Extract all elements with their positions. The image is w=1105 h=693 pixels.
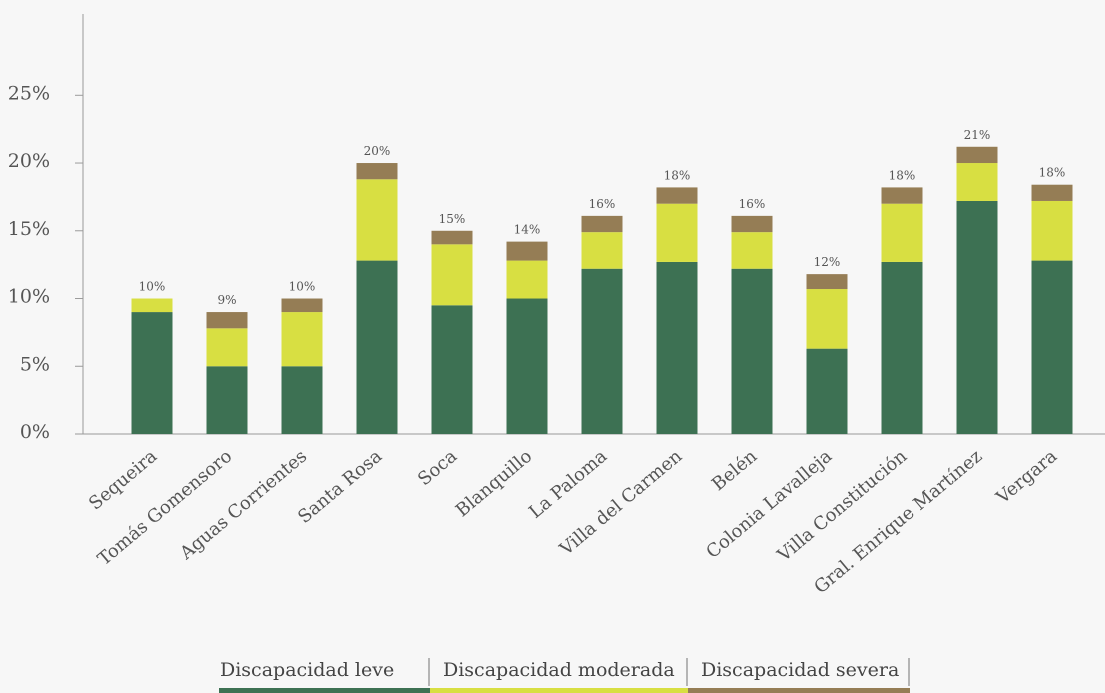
- legend: Discapacidad leve Discapacidad moderada …: [219, 656, 910, 693]
- legend-swatch-leve: [219, 688, 430, 693]
- bar-segment-leve: [431, 305, 473, 434]
- legend-item-leve: Discapacidad leve: [219, 656, 430, 693]
- bar-segment-moderada: [806, 289, 848, 349]
- bar-segment-moderada: [581, 232, 623, 269]
- bar-segment-severa: [1031, 184, 1073, 201]
- bar-segment-moderada: [281, 312, 323, 367]
- x-tick-label: Tomás Gomensoro: [94, 446, 236, 570]
- bar-segment-severa: [731, 215, 773, 233]
- x-tick-label: Vergara: [992, 446, 1062, 509]
- x-tick-label: Villa del Carmen: [555, 445, 686, 560]
- bar-segment-severa: [956, 146, 998, 164]
- bar-segment-moderada: [1031, 200, 1073, 261]
- bar-segment-leve: [131, 312, 173, 434]
- y-tick-label: 25%: [8, 82, 50, 104]
- x-tick-label: Belén: [708, 445, 762, 495]
- bar-segment-moderada: [131, 298, 173, 313]
- bar-segment-moderada: [431, 244, 473, 306]
- bar-total-label: 21%: [964, 128, 991, 142]
- bar-segment-moderada: [506, 260, 548, 299]
- y-tick-label: 5%: [20, 353, 50, 375]
- legend-item-moderada: Discapacidad moderada: [430, 656, 688, 693]
- bar-segment-severa: [581, 215, 623, 233]
- bar-segment-severa: [431, 230, 473, 245]
- bar-total-label: 16%: [739, 197, 766, 211]
- bar-segment-leve: [206, 366, 248, 434]
- x-tick-label: Aguas Corrientes: [175, 446, 311, 565]
- bar-segment-leve: [506, 298, 548, 434]
- bar-segment-leve: [956, 200, 998, 434]
- bar-total-label: 18%: [889, 168, 916, 182]
- legend-item-severa: Discapacidad severa: [688, 656, 910, 693]
- x-tick-label: Villa Constitución: [773, 445, 912, 566]
- bar-total-label: 16%: [589, 197, 616, 211]
- bar-total-label: 12%: [814, 255, 841, 269]
- y-tick-label: 15%: [8, 218, 50, 240]
- x-tick-label: Sequeira: [85, 446, 161, 515]
- legend-swatch-moderada: [430, 688, 688, 693]
- x-tick-label: Soca: [414, 446, 461, 491]
- bar-segment-leve: [881, 261, 923, 434]
- y-tick-label: 20%: [8, 150, 50, 172]
- bar-segment-leve: [581, 268, 623, 434]
- bar-total-label: 15%: [439, 212, 466, 226]
- y-tick-label: 10%: [8, 286, 50, 308]
- bar-total-label: 14%: [514, 223, 541, 237]
- legend-swatch-severa: [688, 688, 910, 693]
- legend-separator: [428, 658, 430, 686]
- bar-segment-leve: [1031, 260, 1073, 434]
- bar-segment-severa: [806, 274, 848, 290]
- legend-label-moderada: Discapacidad moderada: [443, 659, 675, 681]
- y-tick-label: 0%: [20, 421, 50, 443]
- bar-segment-moderada: [206, 328, 248, 367]
- bar-total-label: 18%: [1039, 166, 1066, 180]
- legend-separator: [908, 658, 910, 686]
- bar-segment-leve: [806, 348, 848, 434]
- bar-segment-leve: [656, 261, 698, 434]
- bar-total-label: 10%: [289, 280, 316, 294]
- bar-segment-severa: [506, 241, 548, 261]
- bar-segment-moderada: [881, 203, 923, 262]
- bar-total-label: 20%: [364, 144, 391, 158]
- legend-label-severa: Discapacidad severa: [701, 659, 900, 681]
- x-tick-label: Colonia Lavalleja: [702, 446, 836, 563]
- bar-segment-leve: [731, 268, 773, 434]
- bar-segment-severa: [281, 298, 323, 313]
- bar-segment-severa: [356, 163, 398, 180]
- x-tick-label: Blanquillo: [452, 446, 536, 522]
- bar-segment-moderada: [956, 163, 998, 201]
- legend-separator: [686, 658, 688, 686]
- bar-segment-severa: [206, 312, 248, 329]
- bar-total-label: 9%: [217, 293, 236, 307]
- legend-label-leve: Discapacidad leve: [220, 659, 395, 681]
- bar-segment-leve: [281, 366, 323, 434]
- bar-total-label: 18%: [664, 168, 691, 182]
- bar-segment-moderada: [356, 179, 398, 261]
- bar-total-label: 10%: [139, 280, 166, 294]
- bar-segment-severa: [656, 187, 698, 204]
- bar-segment-moderada: [731, 232, 773, 269]
- bar-segment-severa: [881, 187, 923, 204]
- bar-segment-moderada: [656, 203, 698, 262]
- bar-segment-leve: [356, 260, 398, 434]
